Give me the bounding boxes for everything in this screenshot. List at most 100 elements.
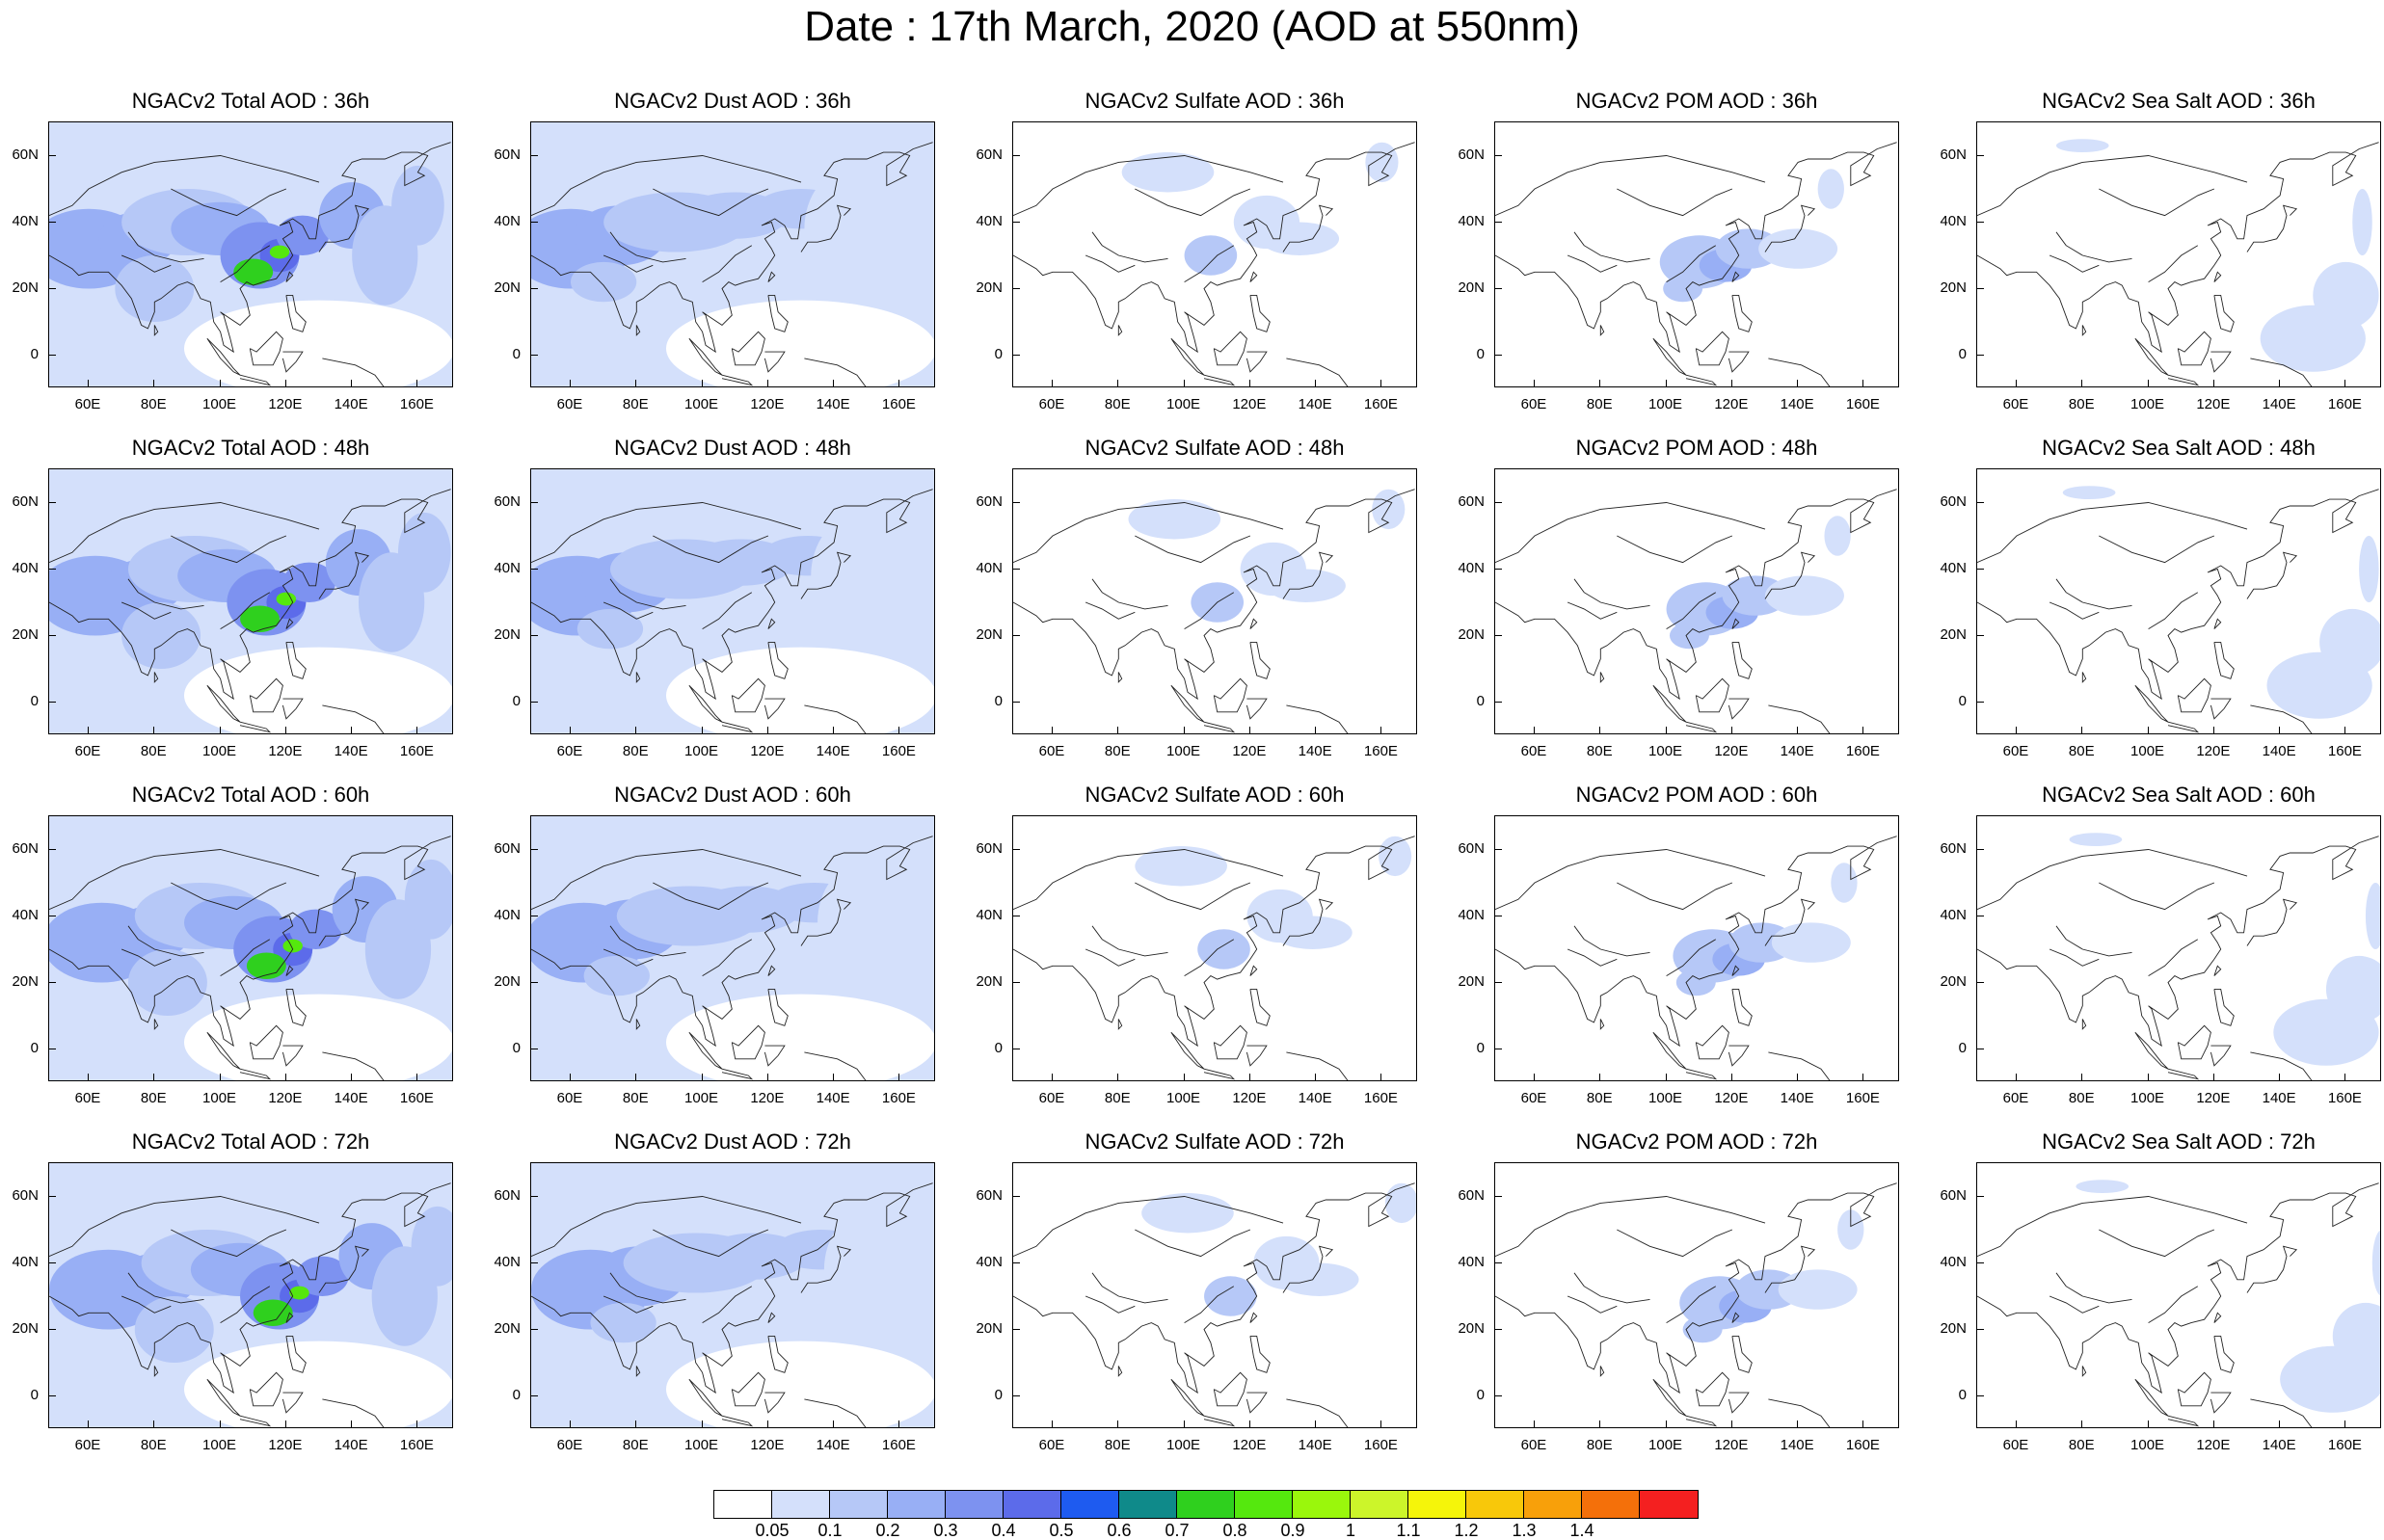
lon-tick-label: 120E bbox=[2196, 1437, 2231, 1453]
coastline bbox=[285, 965, 294, 976]
coastline bbox=[1249, 1312, 1258, 1323]
lat-tick-label: 0 bbox=[512, 1039, 521, 1056]
lon-tick bbox=[2279, 380, 2281, 387]
lat-tick bbox=[48, 287, 56, 289]
coastline bbox=[1495, 1196, 1766, 1258]
coastline bbox=[1728, 698, 1750, 720]
aod-clear-region bbox=[666, 1341, 934, 1427]
lon-tick-label: 60E bbox=[1038, 1437, 1065, 1453]
aod-field bbox=[1013, 1182, 1416, 1427]
coastline bbox=[1728, 1045, 1750, 1067]
coastline bbox=[281, 351, 304, 373]
coastline bbox=[721, 721, 754, 733]
coastline bbox=[2099, 882, 2215, 911]
coastline bbox=[1567, 601, 1618, 620]
coastline bbox=[1249, 294, 1271, 332]
coastline bbox=[2210, 351, 2232, 373]
coastline bbox=[1184, 245, 1235, 282]
coastline bbox=[635, 1366, 641, 1377]
coastline bbox=[767, 988, 789, 1026]
lat-tick-label: 0 bbox=[512, 1386, 521, 1403]
coastline bbox=[1091, 1272, 1168, 1304]
lat-tick bbox=[1012, 287, 1020, 289]
lon-tick bbox=[2344, 1421, 2346, 1428]
lon-tick bbox=[416, 380, 418, 387]
aod-blob bbox=[1817, 169, 1844, 209]
coastline bbox=[1249, 1335, 1271, 1373]
coastline bbox=[49, 502, 320, 564]
coastline bbox=[635, 672, 641, 683]
lon-tick-label: 60E bbox=[2002, 396, 2029, 412]
coastline bbox=[1013, 489, 1415, 701]
coastline bbox=[49, 1182, 451, 1394]
coastline bbox=[153, 672, 159, 683]
lon-tick-label: 60E bbox=[1520, 396, 1547, 412]
coastline bbox=[171, 188, 287, 217]
panel-title: NGACv2 Dust AOD : 48h bbox=[614, 436, 851, 460]
coastline bbox=[1495, 836, 1897, 1048]
coastline bbox=[2213, 1312, 2222, 1323]
aod-blob bbox=[282, 562, 336, 602]
lat-tick-label: 20N bbox=[1940, 625, 1967, 643]
coastline bbox=[702, 592, 753, 629]
lon-tick bbox=[1730, 1421, 1732, 1428]
aod-blob bbox=[2319, 608, 2380, 676]
lon-tick-label: 120E bbox=[1232, 1090, 1267, 1106]
coastline bbox=[2250, 704, 2313, 733]
coastline bbox=[2250, 358, 2313, 386]
coastline bbox=[531, 502, 802, 564]
lon-tick-label: 140E bbox=[334, 743, 368, 759]
coastline bbox=[1085, 254, 1136, 273]
coastline bbox=[171, 1229, 287, 1258]
lat-tick-label: 0 bbox=[994, 345, 1003, 362]
lon-tick bbox=[766, 380, 768, 387]
colorbar-swatch bbox=[1177, 1491, 1235, 1518]
coastline bbox=[1764, 204, 1816, 252]
coastline bbox=[1977, 155, 2248, 217]
lat-tick bbox=[1494, 701, 1502, 703]
lon-tick bbox=[1730, 380, 1732, 387]
colorbar-swatch bbox=[888, 1491, 946, 1518]
map-plot-area bbox=[48, 1162, 453, 1428]
coastline bbox=[1731, 271, 1740, 282]
lon-tick-label: 140E bbox=[1780, 743, 1814, 759]
lat-tick-label: 60N bbox=[494, 1186, 521, 1204]
lon-tick-label: 140E bbox=[1298, 1090, 1332, 1106]
lat-tick-label: 60N bbox=[12, 839, 39, 857]
lon-tick bbox=[833, 1074, 835, 1081]
coastline bbox=[2246, 1245, 2298, 1293]
lat-tick-label: 20N bbox=[1458, 625, 1485, 643]
lon-tick-label: 80E bbox=[622, 1437, 649, 1453]
coastline bbox=[1768, 704, 1831, 733]
lat-tick bbox=[1494, 354, 1502, 356]
coastline bbox=[635, 1019, 641, 1030]
lon-tick bbox=[833, 727, 835, 734]
colorbar-swatch bbox=[1466, 1491, 1524, 1518]
coastline bbox=[220, 592, 271, 629]
coastline bbox=[2099, 1229, 2215, 1258]
colorbar-label: 0.7 bbox=[1165, 1521, 1190, 1540]
lon-tick bbox=[416, 727, 418, 734]
coastline bbox=[1977, 1182, 2379, 1394]
panel-title: NGACv2 Sea Salt AOD : 60h bbox=[2042, 783, 2316, 807]
aod-blob bbox=[1758, 228, 1838, 269]
panel-title: NGACv2 Sea Salt AOD : 36h bbox=[2042, 89, 2316, 113]
aod-field bbox=[1495, 142, 1897, 386]
lon-tick-label: 80E bbox=[140, 743, 167, 759]
lon-tick bbox=[635, 380, 637, 387]
aod-blob bbox=[1771, 922, 1851, 963]
coastline bbox=[49, 1196, 320, 1258]
coastline bbox=[1977, 502, 2248, 564]
coastline bbox=[2099, 188, 2215, 217]
lon-tick-label: 100E bbox=[1648, 1437, 1683, 1453]
lon-tick bbox=[1599, 380, 1601, 387]
colorbar-swatch bbox=[1293, 1491, 1351, 1518]
lat-tick-label: 20N bbox=[12, 972, 39, 990]
colorbar-label: 0.6 bbox=[1107, 1521, 1132, 1540]
coastline bbox=[1495, 849, 1766, 911]
aod-blob bbox=[1365, 142, 1399, 183]
coastline bbox=[1567, 1295, 1618, 1314]
lat-tick bbox=[1012, 634, 1020, 636]
lon-tick-label: 60E bbox=[1038, 396, 1065, 412]
aod-blob bbox=[1837, 1209, 1864, 1250]
